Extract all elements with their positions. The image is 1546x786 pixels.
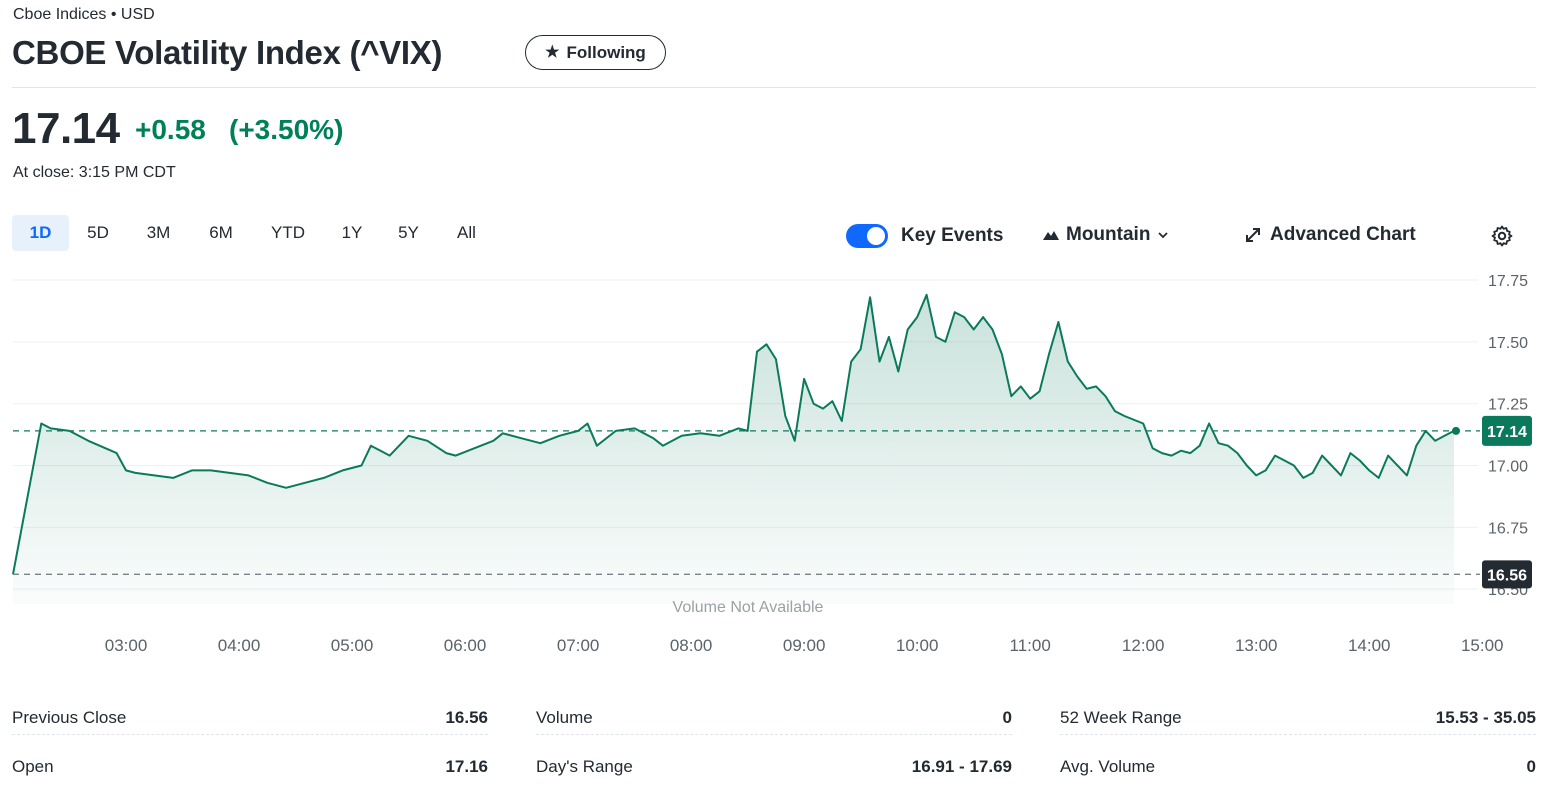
exchange-label: Cboe Indices • USD [13,6,155,23]
range-tab-1y[interactable]: 1Y [341,223,363,242]
range-selector: 1D 5D 3M 6M YTD 1Y 5Y All [12,215,496,251]
x-axis-labels: 03:00 04:00 05:00 06:00 07:00 08:00 09:00 10:00… [105,636,1504,655]
stat-volume: Volume 0 [536,702,1012,735]
range-tab-all[interactable]: All [457,223,476,242]
x-tick-label: 08:00 [670,636,713,655]
toggle-knob [867,227,885,245]
current-price: 17.14 [12,104,120,153]
expand-icon [1246,228,1260,242]
x-tick-label: 10:00 [896,636,939,655]
current-price-tag-label: 17.14 [1487,424,1527,441]
y-tick-label: 17.00 [1488,458,1528,475]
page-title: CBOE Volatility Index (^VIX) [12,34,443,71]
previous-close-tag [1482,560,1532,589]
header-divider [12,87,1536,88]
key-events-label: Key Events [901,225,1004,246]
x-tick-label: 05:00 [331,636,374,655]
stat-52-week-range: 52 Week Range 15.53 - 35.05 [1060,702,1536,735]
advanced-chart-label: Advanced Chart [1270,224,1416,245]
range-tab-5y[interactable]: 5Y [398,223,419,242]
y-tick-label: 17.75 [1488,273,1528,290]
x-tick-label: 03:00 [105,636,148,655]
x-tick-label: 11:00 [1010,636,1051,655]
x-tick-label: 09:00 [783,636,826,655]
chevron-down-icon [1158,232,1169,239]
stats-column-2: Volume 0 Day's Range 16.91 - 17.69 [536,702,1012,783]
price-line [12,293,1455,575]
following-button[interactable]: ★ Following [525,35,666,70]
settings-gear-icon[interactable] [1490,224,1514,248]
price-change: +0.58 [135,114,206,145]
y-tick-label: 17.50 [1488,335,1528,352]
volume-not-available: Volume Not Available [673,599,824,616]
star-icon: ★ [545,43,560,61]
stat-previous-close: Previous Close 16.56 [12,702,488,735]
stat-days-range: Day's Range 16.91 - 17.69 [536,756,1012,776]
stats-column-1: Previous Close 16.56 Open 17.16 [12,702,488,783]
chart-type-label: Mountain [1066,224,1151,245]
x-tick-label: 12:00 [1122,636,1165,655]
y-tick-label: 17.25 [1488,397,1528,414]
stat-avg-volume: Avg. Volume 0 [1060,756,1536,776]
last-price-dot [1452,426,1460,435]
price-area-fill [13,294,1454,604]
x-tick-label: 06:00 [444,636,487,655]
x-tick-label: 07:00 [557,636,600,655]
range-tab-3m[interactable]: 3M [146,223,171,242]
range-tab-1d[interactable]: 1D [12,215,69,251]
price-change-percent: (+3.50%) [229,114,344,145]
advanced-chart-button[interactable]: Advanced Chart [1244,224,1416,246]
current-price-tag [1482,415,1532,446]
at-close-time: At close: 3:15 PM CDT [13,164,176,181]
mountain-icon [1043,231,1059,240]
x-tick-label: 04:00 [218,636,261,655]
chart-type-dropdown[interactable]: Mountain [1042,224,1170,246]
range-tab-ytd[interactable]: YTD [271,223,305,242]
stats-column-3: 52 Week Range 15.53 - 35.05 Avg. Volume 0 [1060,702,1536,783]
y-tick-label: 16.75 [1488,520,1528,537]
following-label: Following [566,42,646,62]
x-tick-label: 13:00 [1235,636,1278,655]
key-events-toggle[interactable] [846,224,888,248]
x-tick-label: 15:00 [1461,636,1504,655]
stat-open: Open 17.16 [12,756,488,776]
x-tick-label: 14:00 [1348,636,1391,655]
range-tab-6m[interactable]: 6M [209,223,233,242]
previous-close-tag-label: 16.56 [1487,567,1527,584]
range-tab-5d[interactable]: 5D [87,223,109,242]
